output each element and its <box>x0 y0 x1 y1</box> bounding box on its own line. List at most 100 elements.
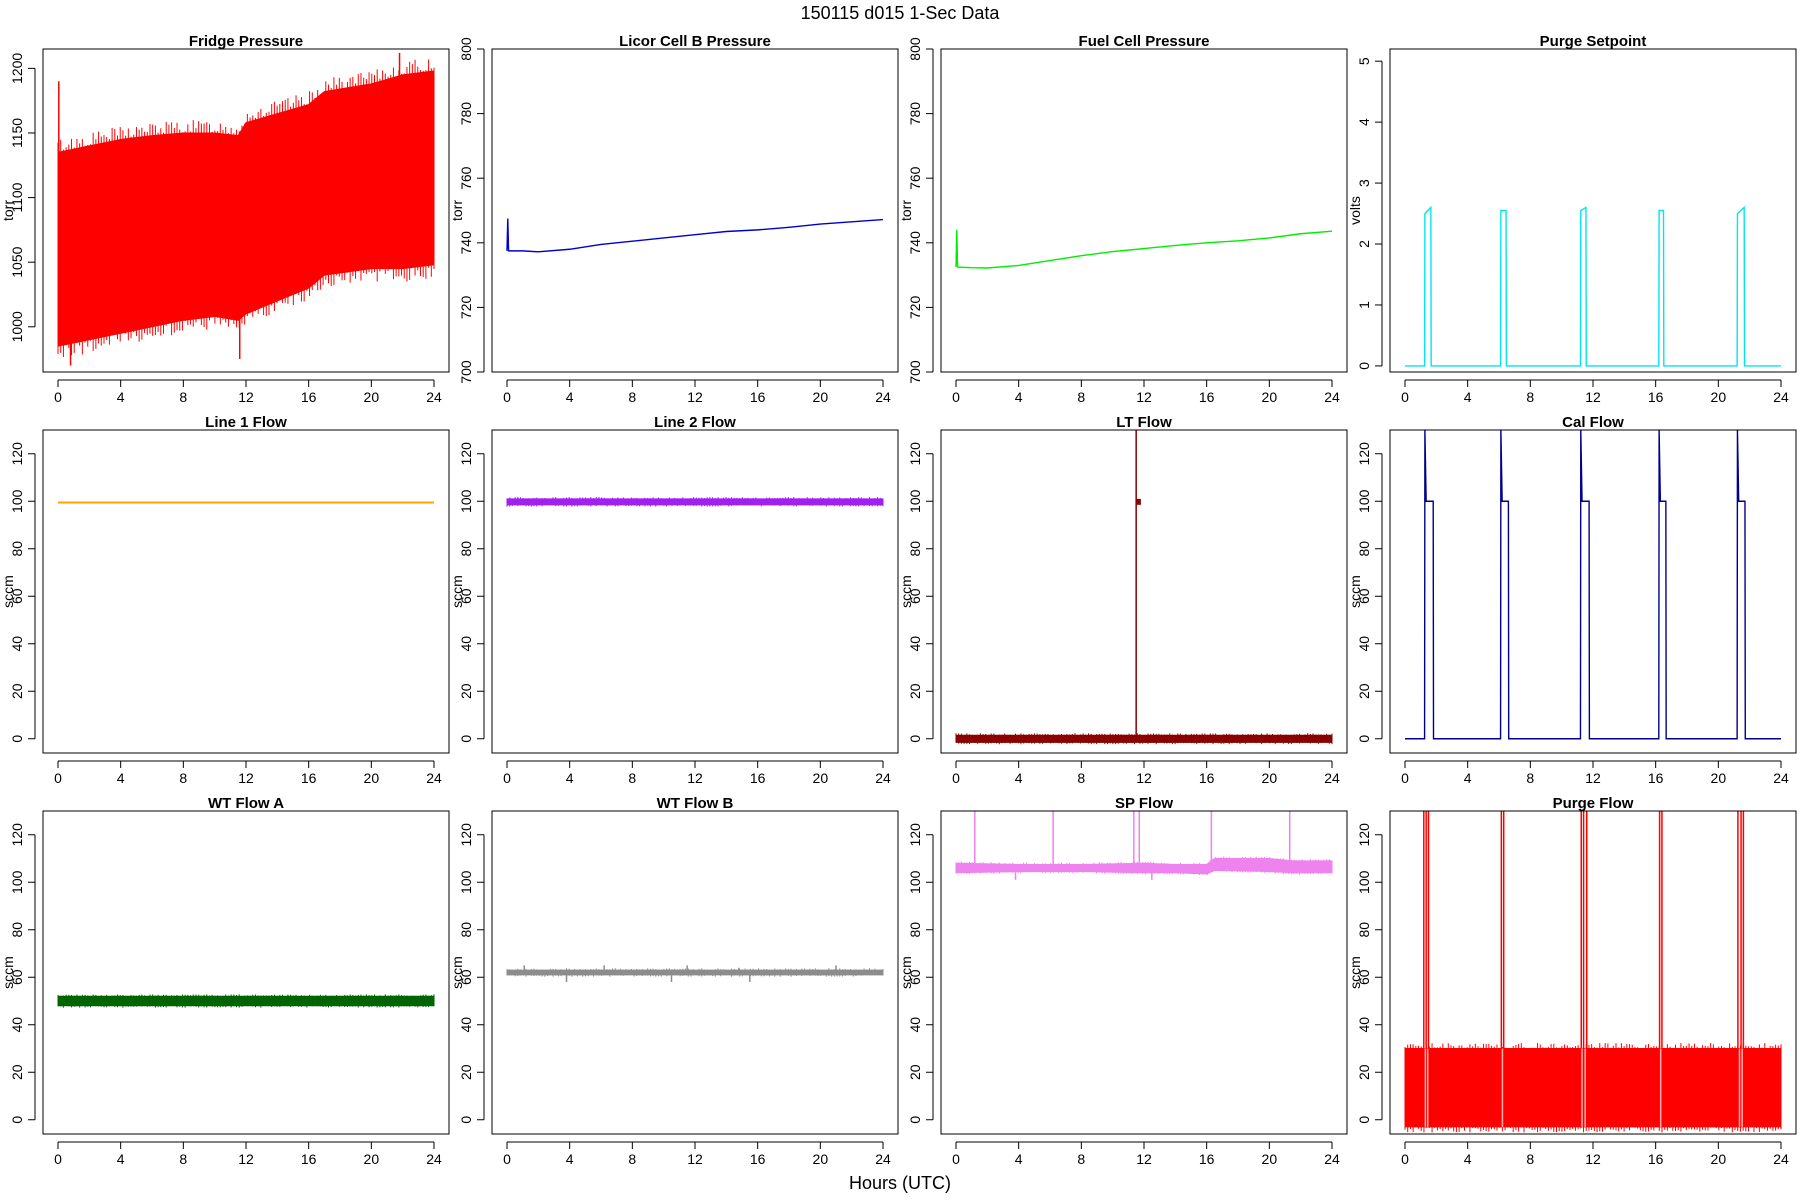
wt-flow-b-y-tick-label: 120 <box>458 823 474 847</box>
wt-flow-b-x-tick-label: 12 <box>687 1151 703 1167</box>
wt-flow-b-title: WT Flow B <box>657 795 734 812</box>
licor-cell-b-pressure-y-tick-label: 760 <box>458 166 474 190</box>
purge-setpoint-y-tick-label: 3 <box>1356 179 1372 187</box>
cal-flow-y-tick-label: 0 <box>1356 735 1372 743</box>
wt-flow-b-y-tick-label: 60 <box>458 969 474 985</box>
lt-flow-y-label: sccm <box>898 575 914 608</box>
purge-flow-x-tick-label: 8 <box>1526 1151 1534 1167</box>
panel-sp-flow: SP Flow 0 4 8 12 16 20 24 0 20 40 60 80 100 120 sccm <box>898 795 1348 1167</box>
fridge-pressure-y-label: torr <box>0 200 16 221</box>
purge-setpoint-y-tick-label: 4 <box>1356 118 1372 126</box>
lt-flow-x-tick-label: 0 <box>952 770 960 786</box>
line-2-flow-series <box>506 496 884 507</box>
fuel-cell-pressure-title: Fuel Cell Pressure <box>1079 33 1210 50</box>
purge-setpoint-x-tick-label: 8 <box>1526 389 1534 405</box>
licor-cell-b-pressure-x-tick-label: 0 <box>503 389 511 405</box>
purge-setpoint-y-tick-label: 0 <box>1356 362 1372 370</box>
line-2-flow-x-tick-label: 4 <box>566 770 574 786</box>
panel-lt-flow: LT Flow 0 4 8 12 16 20 24 0 20 40 60 80 100 120 sccm <box>898 414 1348 786</box>
fridge-pressure-series <box>57 52 435 366</box>
line-1-flow-y-tick-label: 80 <box>9 541 25 557</box>
purge-flow-y-tick-label: 20 <box>1356 1064 1372 1080</box>
lt-flow-x-tick-label: 8 <box>1077 770 1085 786</box>
sp-flow-x-tick-label: 16 <box>1199 1151 1215 1167</box>
sp-flow-x-tick-label: 4 <box>1015 1151 1023 1167</box>
lt-flow-y-tick-label: 80 <box>907 541 923 557</box>
panel-line-2-flow: Line 2 Flow 0 4 8 12 16 20 24 0 20 40 60 80 100 120 scc… <box>449 414 899 786</box>
lt-flow-frame <box>940 429 1348 754</box>
line-1-flow-title: Line 1 Flow <box>205 414 287 431</box>
wt-flow-a-y-tick-label: 20 <box>9 1064 25 1080</box>
wt-flow-a-x-tick-label: 20 <box>364 1151 380 1167</box>
cal-flow-x-tick-label: 8 <box>1526 770 1534 786</box>
line-1-flow-x-tick-label: 0 <box>54 770 62 786</box>
purge-setpoint-title: Purge Setpoint <box>1540 33 1647 50</box>
purge-flow-y-tick-label: 120 <box>1356 823 1372 847</box>
cal-flow-x-tick-label: 12 <box>1585 770 1601 786</box>
fuel-cell-pressure-x-tick-label: 8 <box>1077 389 1085 405</box>
line-1-flow-y-tick-label: 100 <box>9 489 25 513</box>
cal-flow-y-tick-label: 40 <box>1356 636 1372 652</box>
wt-flow-b-y-tick-label: 80 <box>458 922 474 938</box>
purge-flow-band <box>1404 1048 1782 1128</box>
line-2-flow-y-tick-label: 0 <box>458 735 474 743</box>
wt-flow-a-y-label: sccm <box>0 956 16 989</box>
fridge-pressure-x-tick-label: 0 <box>54 389 62 405</box>
lt-flow-title: LT Flow <box>1116 414 1172 431</box>
fuel-cell-pressure-x-tick-label: 16 <box>1199 389 1215 405</box>
line-1-flow-x-tick-label: 24 <box>426 770 442 786</box>
wt-flow-b-x-tick-label: 8 <box>628 1151 636 1167</box>
line-2-flow-y-tick-label: 80 <box>458 541 474 557</box>
licor-cell-b-pressure-y-label: torr <box>449 200 465 221</box>
line-2-flow-y-tick-label: 120 <box>458 442 474 466</box>
wt-flow-b-band <box>506 969 884 976</box>
licor-cell-b-pressure-y-tick-label: 780 <box>458 102 474 126</box>
wt-flow-b-x-tick-label: 4 <box>566 1151 574 1167</box>
licor-cell-b-pressure-y-tick-label: 740 <box>458 231 474 255</box>
fridge-pressure-y-tick-label: 1100 <box>9 182 25 212</box>
lt-flow-y-tick-label: 60 <box>907 588 923 604</box>
wt-flow-a-frame <box>42 810 450 1135</box>
line-1-flow-y-tick-label: 0 <box>9 735 25 743</box>
cal-flow-series <box>1405 430 1781 740</box>
purge-setpoint-line <box>1405 205 1781 367</box>
line-2-flow-x-tick-label: 16 <box>750 770 766 786</box>
fuel-cell-pressure-series <box>955 229 1333 269</box>
cal-flow-y-tick-label: 100 <box>1356 489 1372 513</box>
fuel-cell-pressure-x-tick-label: 20 <box>1262 389 1278 405</box>
fuel-cell-pressure-x-tick-label: 4 <box>1015 389 1023 405</box>
panel-wt-flow-b: WT Flow B 0 4 8 12 16 20 24 0 20 40 60 80 100 120 sccm <box>449 795 899 1167</box>
purge-flow-x-tick-label: 12 <box>1585 1151 1601 1167</box>
cal-flow-x-tick-label: 16 <box>1648 770 1664 786</box>
fridge-pressure-x-tick-label: 16 <box>301 389 317 405</box>
licor-cell-b-pressure-x-tick-label: 20 <box>813 389 829 405</box>
panel-fuel-cell-pressure: Fuel Cell Pressure 0 4 8 12 16 20 24 700 720 740 76… <box>898 33 1348 405</box>
line-1-flow-y-tick-label: 20 <box>9 683 25 699</box>
cal-flow-frame <box>1389 429 1797 754</box>
lt-flow-x-tick-label: 24 <box>1324 770 1340 786</box>
purge-flow-x-tick-label: 16 <box>1648 1151 1664 1167</box>
wt-flow-a-x-tick-label: 16 <box>301 1151 317 1167</box>
purge-setpoint-series <box>1405 205 1781 367</box>
wt-flow-b-x-tick-label: 20 <box>813 1151 829 1167</box>
purge-flow-y-tick-label: 100 <box>1356 870 1372 894</box>
panel-line-1-flow: Line 1 Flow 0 4 8 12 16 20 24 0 20 40 60 80 100 120 scc… <box>0 414 450 786</box>
wt-flow-b-x-tick-label: 16 <box>750 1151 766 1167</box>
fridge-pressure-title: Fridge Pressure <box>189 33 303 50</box>
line-1-flow-x-tick-label: 12 <box>238 770 254 786</box>
wt-flow-a-series <box>57 994 435 1008</box>
x-axis-label: Hours (UTC) <box>849 1173 951 1193</box>
fuel-cell-pressure-y-tick-label: 740 <box>907 231 923 255</box>
purge-setpoint-y-label: volts <box>1347 196 1363 225</box>
line-2-flow-y-tick-label: 100 <box>458 489 474 513</box>
purge-setpoint-x-tick-label: 4 <box>1464 389 1472 405</box>
sp-flow-x-tick-label: 24 <box>1324 1151 1340 1167</box>
wt-flow-a-x-tick-label: 4 <box>117 1151 125 1167</box>
lt-flow-x-tick-label: 4 <box>1015 770 1023 786</box>
line-1-flow-x-tick-label: 8 <box>179 770 187 786</box>
cal-flow-y-label: sccm <box>1347 575 1363 608</box>
wt-flow-a-x-tick-label: 0 <box>54 1151 62 1167</box>
fridge-pressure-y-tick-label: 1050 <box>9 246 25 277</box>
sp-flow-series <box>955 811 1333 880</box>
wt-flow-b-x-tick-label: 24 <box>875 1151 891 1167</box>
